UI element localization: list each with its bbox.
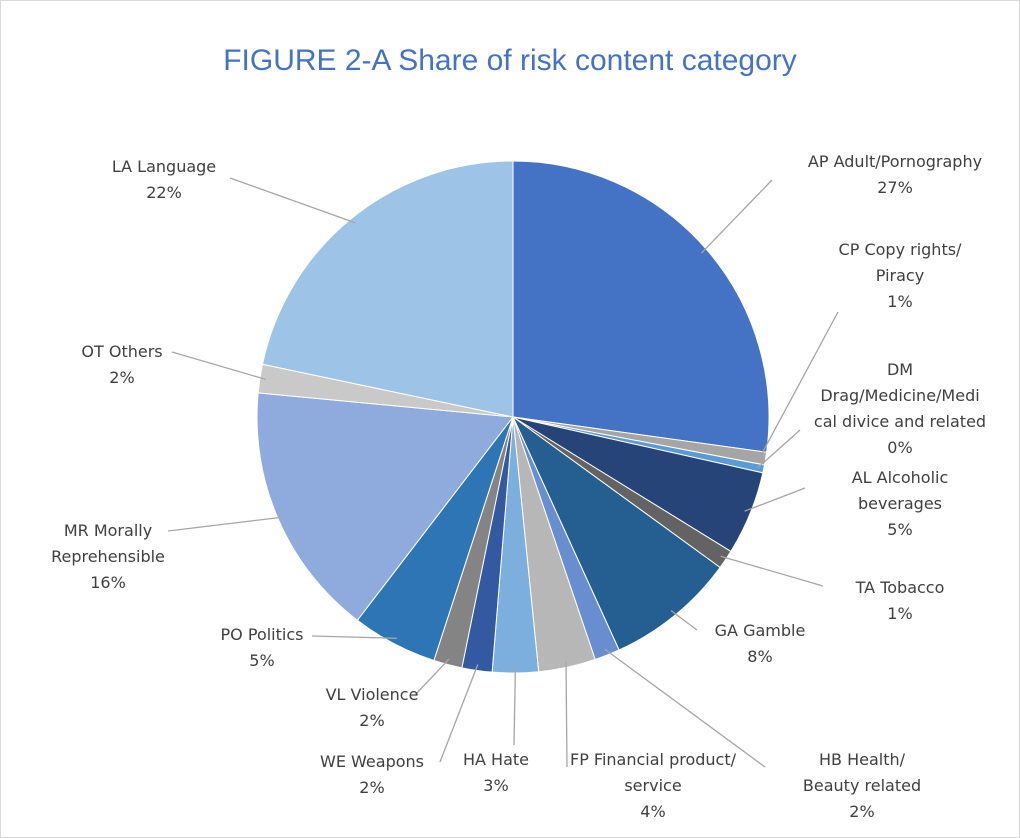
pie-slice [261, 160, 514, 418]
slice-label: LA Language 22% [112, 157, 216, 202]
leader-line [604, 648, 766, 768]
slice-label: FP Financial product/service 4% [570, 750, 737, 821]
slice-label: WE Weapons 2% [320, 752, 424, 797]
slice-label: MR Morally Reprehensible 16% [51, 521, 165, 592]
slice-name-label: beverages [858, 494, 942, 513]
slice-name-label: CP Copy rights/ [839, 240, 963, 259]
slice-percent-label: 2% [359, 711, 384, 730]
slice-name-label: DM [887, 360, 913, 379]
leader-lines [167, 177, 839, 768]
slice-name-label: Drag/Medicine/Medi [820, 386, 979, 405]
slice-name-label: Piracy [876, 266, 924, 285]
slice-percent-label: 2% [849, 802, 874, 821]
slice-percent-label: 1% [887, 604, 912, 623]
slice-name-label: LA Language [112, 157, 216, 176]
slice-name-label: AP Adult/Pornography [808, 152, 982, 171]
pie-slices [256, 160, 770, 674]
slice-label: AL Alcoholic beverages 5% [852, 468, 949, 539]
leader-line [744, 487, 806, 512]
slice-percent-label: 4% [640, 802, 665, 821]
slice-name-label: HA Hate [463, 750, 529, 769]
slice-name-label: TA Tobacco [855, 578, 945, 597]
slice-label: TA Tobacco 1% [855, 578, 945, 623]
slice-label: DM Drag/Medicine/Medi cal divice and relat… [814, 360, 986, 457]
slice-label: GA Gamble 8% [715, 621, 806, 666]
slice-label: CP Copy rights/Piracy 1% [839, 240, 963, 311]
slice-percent-label: 5% [249, 651, 274, 670]
slice-name-label: HB Health/ [819, 750, 906, 769]
slice-name-label: GA Gamble [715, 621, 806, 640]
slice-label: VL Violence 2% [326, 685, 419, 730]
slice-name-label: MR Morally [64, 521, 152, 540]
leader-line [311, 635, 397, 639]
slice-percent-label: 16% [90, 573, 126, 592]
slice-name-label: AL Alcoholic [852, 468, 949, 487]
leader-line [229, 177, 356, 224]
leader-line [757, 429, 801, 469]
pie-slice [511, 415, 721, 651]
slice-name-label: FP Financial product/ [570, 750, 737, 769]
slice-name-label: OT Others [81, 342, 162, 361]
slice-label: HA Hate 3% [463, 750, 529, 795]
slice-percent-label: 2% [359, 778, 384, 797]
slice-label: OT Others 2% [81, 342, 162, 387]
slice-percent-label: 22% [146, 183, 182, 202]
slice-name-label: Reprehensible [51, 547, 165, 566]
leader-line [565, 661, 568, 768]
slice-label: AP Adult/Pornography 27% [808, 152, 982, 197]
slice-label: HB Health/Beauty related 2% [803, 750, 921, 821]
slice-name-label: VL Violence [326, 685, 419, 704]
slice-name-label: Beauty related [803, 776, 921, 795]
slice-labels: AP Adult/Pornography 27% CP Copy rights/Pi… [51, 152, 986, 821]
leader-line [759, 311, 839, 459]
leader-line [720, 555, 824, 587]
leader-line [513, 666, 517, 746]
leader-line [701, 179, 773, 254]
chart-title: FIGURE 2-A Share of risk content categor… [223, 44, 797, 77]
leader-line [414, 658, 450, 696]
leader-line [167, 516, 284, 532]
leader-line [670, 610, 698, 631]
slice-name-label: service [624, 776, 681, 795]
slice-percent-label: 5% [887, 520, 912, 539]
slice-percent-label: 3% [483, 776, 508, 795]
pie-slice [512, 160, 770, 453]
slice-name-label: WE Weapons [320, 752, 424, 771]
leader-line [439, 664, 479, 763]
slice-name-label: cal divice and related [814, 412, 986, 431]
slice-percent-label: 0% [887, 438, 912, 457]
pie-slice [256, 392, 514, 621]
slice-percent-label: 27% [877, 178, 913, 197]
slice-percent-label: 8% [747, 647, 772, 666]
slice-label: PO Politics 5% [221, 625, 304, 670]
slice-percent-label: 1% [887, 292, 912, 311]
slice-name-label: PO Politics [221, 625, 304, 644]
slice-percent-label: 2% [109, 368, 134, 387]
leader-line [171, 351, 266, 381]
